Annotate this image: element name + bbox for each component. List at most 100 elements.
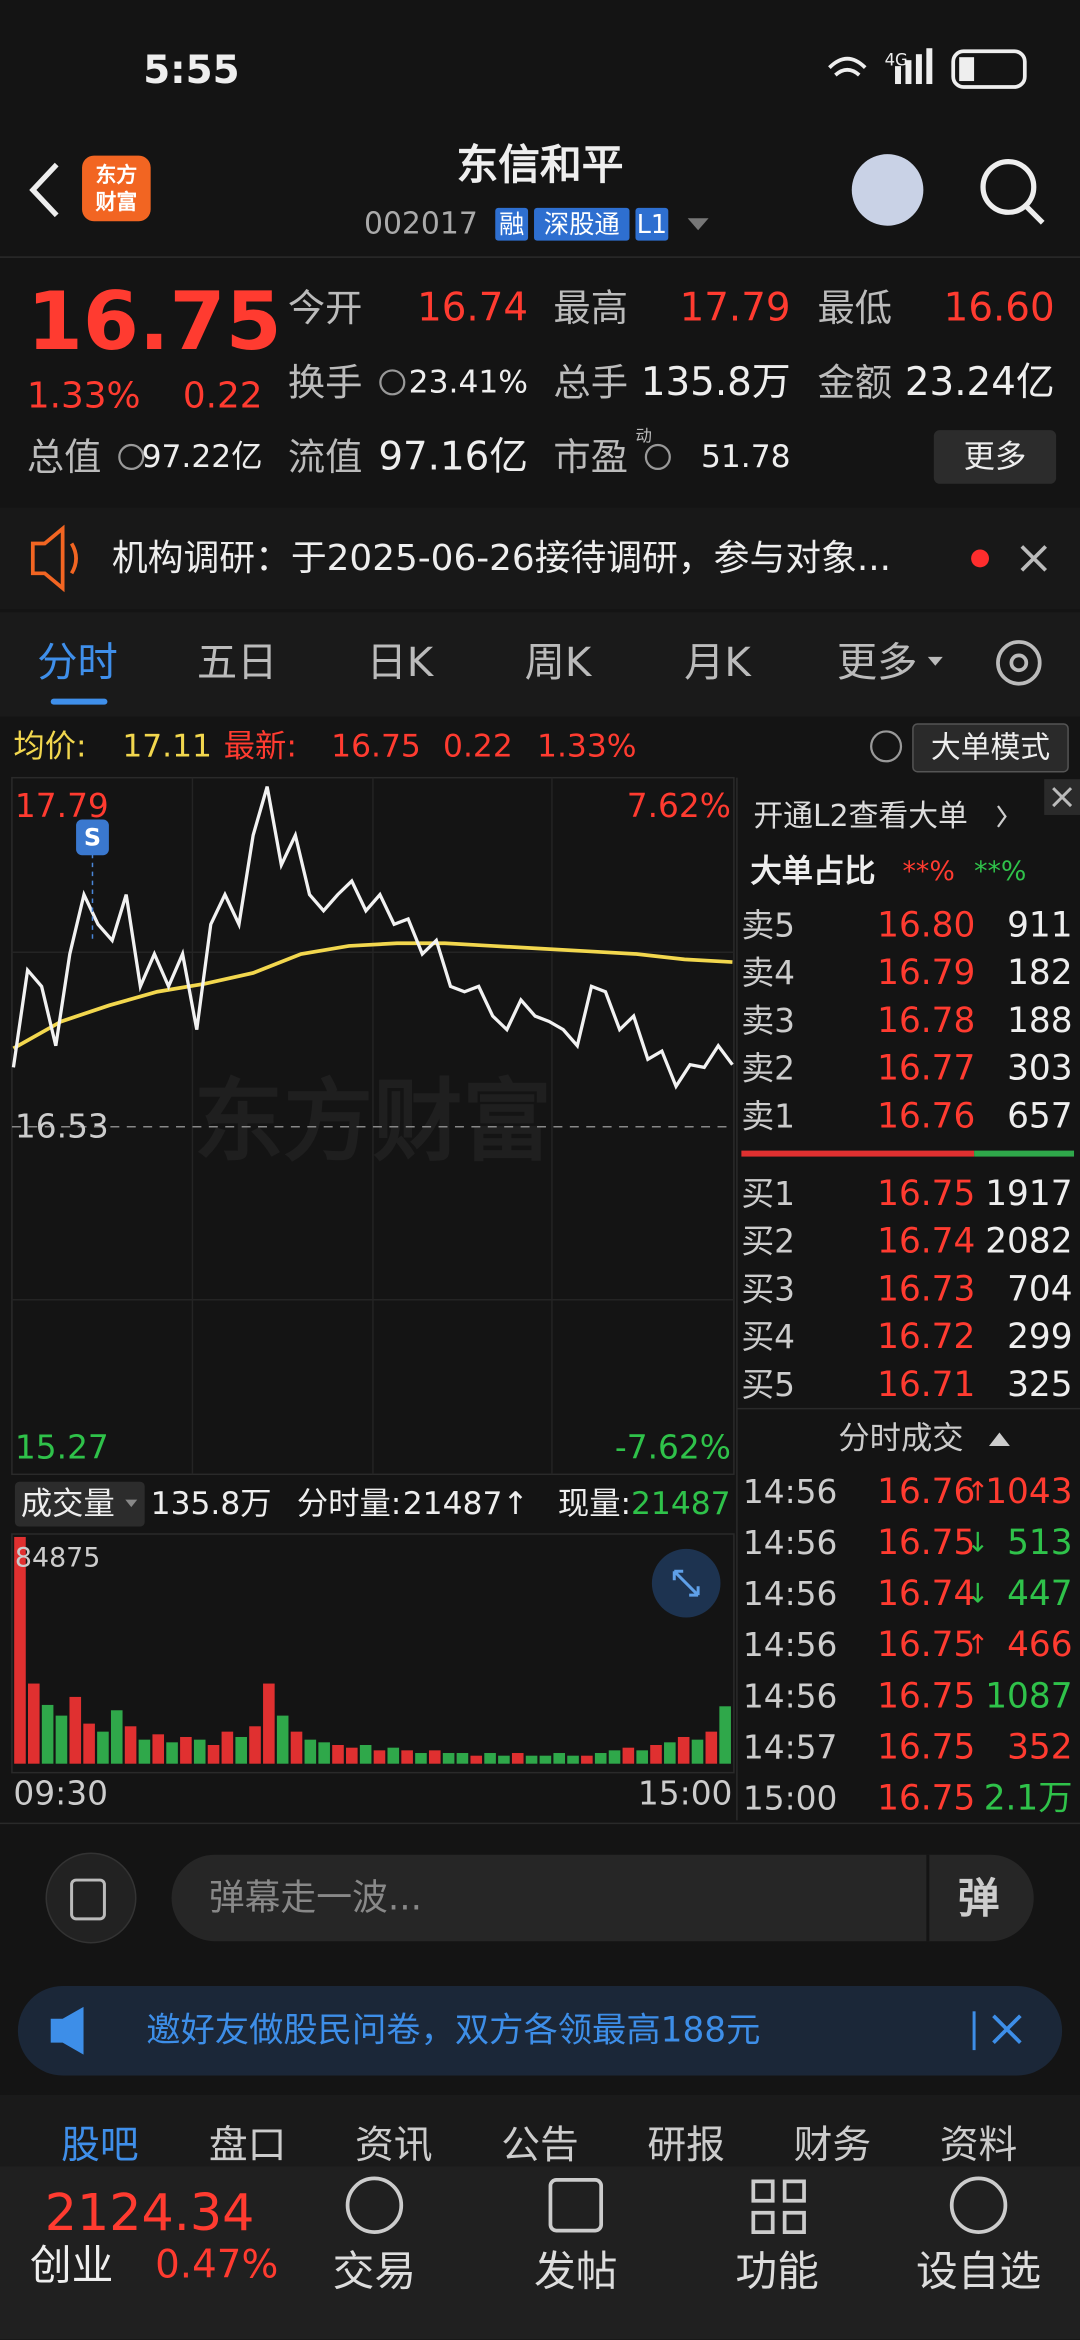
- book-price: 16.79: [877, 953, 975, 993]
- marker-badge: [76, 819, 109, 856]
- detail-tab[interactable]: 资讯: [355, 2123, 433, 2168]
- volume-selector[interactable]: [14, 1481, 145, 1527]
- field-value: 135.8万: [641, 360, 791, 405]
- avg-value: 17.11: [122, 728, 212, 764]
- big-order-button[interactable]: [912, 723, 1069, 773]
- info-icon[interactable]: [644, 443, 671, 471]
- invite-banner[interactable]: [17, 1985, 1063, 2076]
- volume-bar: [511, 1753, 524, 1764]
- ask-bar: [741, 1150, 975, 1157]
- nav-item[interactable]: 功能: [735, 2246, 818, 2295]
- detail-tab[interactable]: 公告: [501, 2123, 579, 2168]
- field-value: 16.74: [417, 285, 528, 330]
- detail-tab[interactable]: 股吧: [61, 2123, 139, 2168]
- volume-bar: [346, 1747, 358, 1764]
- index-name: 创业: [30, 2240, 114, 2289]
- comment-settings[interactable]: [45, 1852, 137, 1944]
- close-icon: [1052, 787, 1073, 808]
- info-icon[interactable]: [379, 369, 406, 396]
- chart-tab[interactable]: 月K: [684, 640, 752, 686]
- notice-text[interactable]: 机构调研：于2025-06-26接待调研，参与对象...: [112, 538, 891, 579]
- trade-time: 14:57: [743, 1728, 838, 1766]
- detail-tab[interactable]: 盘口: [209, 2123, 287, 2168]
- stock-tag: [534, 207, 630, 241]
- notice-bar[interactable]: [0, 507, 1080, 610]
- more-label[interactable]: 更多: [964, 439, 1027, 475]
- trades-title: 分时成交: [838, 1421, 963, 1457]
- settings-button[interactable]: [996, 640, 1042, 686]
- chart-tab[interactable]: 分时: [37, 640, 118, 686]
- chart-tab[interactable]: 日K: [366, 640, 434, 686]
- volume-bar: [539, 1755, 552, 1764]
- trade-volume: 2.1万: [984, 1778, 1073, 1818]
- back-button[interactable]: [29, 162, 59, 218]
- nav-icons: [345, 2176, 1008, 2234]
- l2-promo[interactable]: 开通L2查看大单: [753, 799, 968, 834]
- volume-bar: [719, 1706, 731, 1764]
- more-button[interactable]: [933, 430, 1057, 484]
- book-label: 买1: [741, 1175, 795, 1213]
- field-label: 最低: [817, 286, 892, 330]
- current-volume: 21487: [631, 1486, 731, 1522]
- book-price: 16.73: [877, 1269, 975, 1309]
- info-icon[interactable]: [118, 443, 145, 471]
- trade-arrow: ↑: [967, 1477, 990, 1508]
- nav-item[interactable]: 设自选: [916, 2246, 1041, 2295]
- field-label: 最高: [553, 286, 628, 330]
- book-label: 卖5: [741, 906, 795, 944]
- book-price: 16.74: [877, 1222, 975, 1262]
- comment-input[interactable]: [171, 1854, 1034, 1942]
- time-start: 09:30: [13, 1775, 108, 1813]
- volume-bar: [332, 1745, 344, 1764]
- trade-time: 14:56: [743, 1575, 838, 1613]
- y-tick-label: 16.53: [15, 1108, 109, 1146]
- trade-arrow: ↓: [967, 1528, 990, 1559]
- promo-arrow: [997, 805, 1007, 828]
- trade-price: 16.75: [877, 1778, 975, 1818]
- chart-tab[interactable]: 五日: [197, 640, 278, 686]
- volume-bar: [124, 1726, 137, 1764]
- stock-tag: [495, 207, 529, 241]
- close-banner[interactable]: [992, 2014, 1022, 2044]
- latest-change: 0.22: [443, 728, 513, 764]
- volume-label[interactable]: 成交量: [21, 1486, 115, 1522]
- book-label: 卖3: [741, 1002, 795, 1040]
- trade-volume: 513: [1007, 1523, 1072, 1563]
- big-order-label[interactable]: 大单模式: [931, 730, 1050, 765]
- banner-text[interactable]: 邀好友做股民问卷，双方各领最高188元: [146, 2011, 760, 2051]
- detail-tab[interactable]: 资料: [940, 2123, 1018, 2168]
- volume-bar: [249, 1726, 261, 1764]
- volume-bar: [691, 1739, 704, 1764]
- nav-bar: [0, 2166, 1080, 2340]
- detail-tab[interactable]: 研报: [647, 2123, 725, 2168]
- tab-dropdown: [927, 656, 943, 666]
- comment-placeholder[interactable]: 弹幕走一波...: [209, 1877, 422, 1918]
- avatar[interactable]: [851, 154, 924, 226]
- volume-bar: [622, 1747, 635, 1764]
- latest-change-pct: 1.33%: [537, 728, 636, 764]
- volume-bar: [235, 1736, 247, 1764]
- volume-bar: [705, 1731, 718, 1764]
- trade-price: 16.76: [877, 1472, 975, 1512]
- nav-item[interactable]: 交易: [333, 2246, 417, 2295]
- trade-price: 16.75: [877, 1625, 975, 1665]
- tab-indicator: [50, 698, 108, 705]
- danmaku-button[interactable]: 弹: [958, 1873, 1000, 1922]
- volume-bar: [415, 1753, 427, 1764]
- volume-bar: [677, 1736, 690, 1764]
- speaker-icon: [30, 524, 78, 593]
- nav-item[interactable]: 发帖: [534, 2246, 618, 2295]
- book-volume: 911: [1007, 905, 1072, 945]
- trade-time: 14:56: [743, 1677, 838, 1715]
- chart-tab[interactable]: 更多: [837, 640, 918, 686]
- field-label: 总值: [27, 435, 102, 479]
- stock-tag-label: L1: [637, 209, 667, 239]
- book-price: 16.71: [877, 1365, 975, 1405]
- close-notice[interactable]: [1020, 545, 1048, 572]
- detail-tab[interactable]: 财务: [794, 2123, 872, 2168]
- volume-bar: [650, 1745, 662, 1764]
- search-button[interactable]: [980, 158, 1045, 225]
- chart-tab[interactable]: 周K: [525, 640, 593, 686]
- help-icon[interactable]: [870, 730, 903, 763]
